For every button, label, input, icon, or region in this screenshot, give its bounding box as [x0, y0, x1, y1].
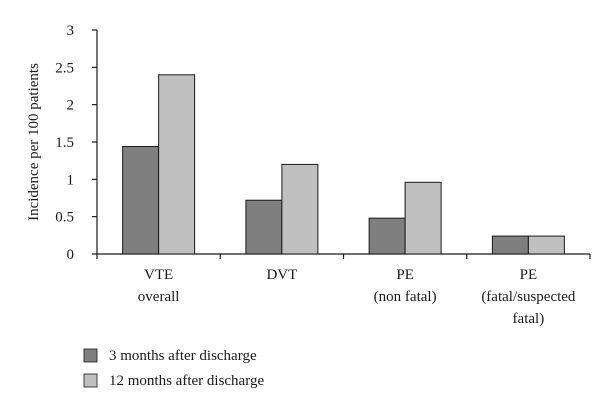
y-tick-label: 1.5: [55, 135, 74, 151]
bar-3-months: [491, 235, 529, 255]
y-tick-label: 2.5: [55, 60, 74, 76]
legend-swatch-12-months: [83, 373, 98, 388]
x-label-group: VTE overall DVT PE (non fatal) PE (fatal/suspe…: [138, 267, 576, 327]
x-tick-group: [96, 254, 591, 259]
x-category-label: overall: [138, 289, 180, 305]
y-tick-label: 1: [67, 172, 75, 188]
y-tick-label: 2: [67, 98, 75, 114]
y-tick-group: 0 0.5 1 1.5 2 2.5 3: [55, 23, 97, 263]
y-tick-label: 0.5: [55, 210, 74, 226]
x-category-label: (non fatal): [374, 289, 437, 305]
x-axis: VTE overall DVT PE (non fatal) PE (fatal/suspe…: [96, 253, 591, 327]
bar-3-months: [368, 217, 406, 255]
x-category-label: (fatal/suspected: [481, 289, 576, 305]
legend-label-12-months: 12 months after discharge: [109, 373, 264, 389]
legend-swatch-3-months: [83, 348, 98, 363]
bar-3-months: [122, 145, 160, 255]
x-category-label: fatal): [513, 311, 545, 327]
x-category-label: PE: [396, 267, 414, 283]
bar-group: [122, 74, 565, 255]
legend: 3 months after discharge 12 months after…: [83, 348, 264, 389]
bar-3-months: [245, 199, 283, 255]
x-category-label: DVT: [266, 267, 297, 283]
y-tick-label: 3: [67, 23, 75, 39]
bar-12-months: [281, 163, 319, 255]
y-axis-title: Incidence per 100 patients: [26, 63, 42, 221]
x-category-label: PE: [520, 267, 538, 283]
bar-12-months: [527, 235, 565, 255]
bar-12-months: [404, 181, 442, 255]
y-tick-label: 0: [67, 247, 75, 263]
legend-label-3-months: 3 months after discharge: [109, 348, 257, 364]
bar-12-months: [158, 74, 196, 255]
x-category-label: VTE: [144, 267, 173, 283]
y-axis: 0 0.5 1 1.5 2 2.5 3 Incidence per 100 patients: [26, 23, 98, 263]
